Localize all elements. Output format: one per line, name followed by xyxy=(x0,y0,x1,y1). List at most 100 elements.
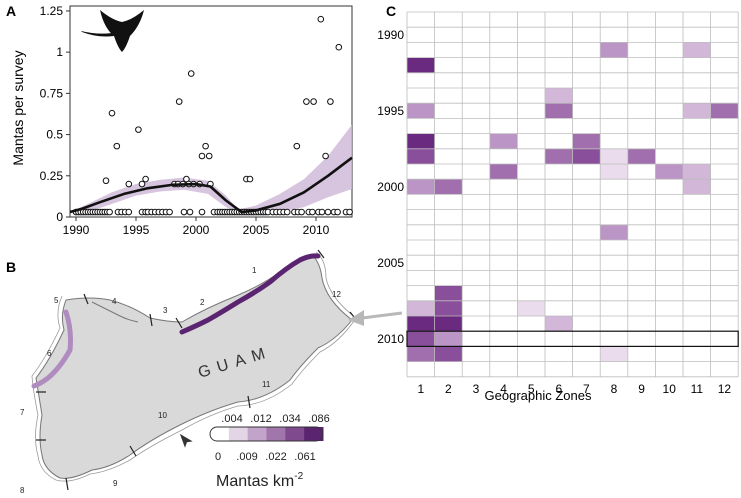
data-point xyxy=(283,208,291,216)
heatmap-cell xyxy=(545,103,573,119)
heatmap-cell xyxy=(407,179,435,195)
zone-label: 3 xyxy=(163,306,168,315)
panel-b-label: B xyxy=(6,259,16,275)
legend-swatch xyxy=(228,427,249,441)
heatmap-cell xyxy=(683,179,711,195)
x-tick-label: 2005 xyxy=(243,223,270,237)
legend-bottom-label: .061 xyxy=(294,451,315,463)
data-point xyxy=(186,208,194,216)
legend-outline xyxy=(209,426,324,442)
legend-title: Mantas km-2 xyxy=(216,471,304,490)
data-point xyxy=(346,208,353,216)
zone-label: 12 xyxy=(718,382,732,396)
legend-bottom-label: .022 xyxy=(265,451,286,463)
data-point xyxy=(135,126,142,133)
zone-label: 2 xyxy=(445,382,452,396)
highlight-row xyxy=(406,330,739,348)
heatmap-cell xyxy=(407,331,435,347)
heatmap-cell xyxy=(600,42,628,58)
zone-label: 5 xyxy=(54,296,59,305)
data-point xyxy=(180,208,188,216)
x-tick-label: 1990 xyxy=(63,223,90,237)
zone-label: 7 xyxy=(583,382,590,396)
heatmap-cell xyxy=(489,164,518,180)
panel-a-ylabel: Mantas per survey xyxy=(10,50,26,165)
zone-label: 8 xyxy=(20,486,25,495)
data-point xyxy=(125,208,133,216)
data-point xyxy=(106,208,113,216)
data-point xyxy=(322,152,329,160)
pointer-arrow xyxy=(348,310,403,326)
zone-label: 11 xyxy=(262,380,271,389)
heatmap-cell xyxy=(407,300,435,316)
heatmap-grid xyxy=(406,11,739,378)
heatmap-cell xyxy=(407,316,435,332)
data-point xyxy=(293,142,301,150)
data-point xyxy=(327,98,334,105)
trend-line xyxy=(69,156,353,214)
data-point xyxy=(309,208,316,216)
panel-b: B 1 2 3 4 5 6 xyxy=(6,249,403,495)
x-tick-label: 2010 xyxy=(303,223,330,237)
data-point xyxy=(202,142,209,150)
zone-label: 10 xyxy=(663,382,677,396)
y-tick-label: 0.75 xyxy=(40,86,64,100)
zone-label: 11 xyxy=(691,382,704,396)
density-legend: .004 .012 .034 .086 0 .009 .022 .061 Man… xyxy=(209,413,330,490)
zone-labels: 1 2 3 4 5 6 7 8 9 10 11 12 xyxy=(20,266,341,495)
zone-label: 4 xyxy=(112,297,117,306)
heatmap-cell xyxy=(434,300,463,316)
heatmap-cell xyxy=(600,224,628,240)
heatmap-cell xyxy=(600,148,628,164)
data-point xyxy=(138,180,146,188)
guam-island xyxy=(35,254,353,479)
zone-label: 9 xyxy=(638,382,645,396)
data-point xyxy=(334,208,341,216)
heatmap-cell xyxy=(489,133,518,149)
heatmap-cell xyxy=(407,148,435,164)
zone-label: 10 xyxy=(158,411,167,420)
legend-color-bar xyxy=(210,427,324,441)
data-point xyxy=(318,208,326,216)
legend-top-label: .004 xyxy=(221,413,242,425)
data-point xyxy=(125,180,133,188)
trend-curve xyxy=(69,156,353,214)
heatmap-year-labels: 1990 1995 2000 2005 2010 xyxy=(377,28,404,346)
heatmap-cell xyxy=(407,133,435,149)
x-axis-ticks: 1990 1995 2000 2005 2010 xyxy=(63,217,330,237)
heatmap-cell xyxy=(434,285,463,301)
data-point xyxy=(198,208,206,216)
heatmap-cell xyxy=(683,42,711,58)
panel-a: A Mantas per survey 0 0.25 0.5 0.75 1 1.25 19… xyxy=(6,3,353,237)
heatmap-cell xyxy=(627,148,656,164)
data-point xyxy=(317,15,325,23)
x-tick-label: 1995 xyxy=(123,223,150,237)
y-axis-ticks: 0 0.25 0.5 0.75 1 1.25 xyxy=(40,4,70,224)
heatmap-cell xyxy=(545,316,573,332)
data-point xyxy=(246,175,254,183)
legend-top-label: .034 xyxy=(279,413,300,425)
confidence-band-area xyxy=(70,124,352,214)
north-arrow-icon xyxy=(179,433,193,448)
y-tick-label: 1 xyxy=(56,45,63,59)
data-point xyxy=(335,43,343,51)
heatmap-cell xyxy=(572,133,601,149)
data-point xyxy=(187,70,195,77)
data-point xyxy=(310,98,317,105)
legend-bottom-label: .009 xyxy=(236,451,257,463)
manta-ray-icon xyxy=(81,10,144,52)
heatmap-cell xyxy=(407,103,435,119)
legend-top-label: .012 xyxy=(250,413,271,425)
legend-top-label: .086 xyxy=(308,413,329,425)
heatmap-zone-labels: 1 2 3 4 5 6 7 8 9 10 11 12 xyxy=(417,382,731,396)
harbour-outline xyxy=(91,301,139,323)
legend-swatch xyxy=(210,427,230,441)
zone-label: 4 xyxy=(500,382,507,396)
heatmap-cell xyxy=(600,346,628,362)
x-tick-label: 2000 xyxy=(183,223,210,237)
heatmap-cell xyxy=(545,88,573,104)
heatmap-cell xyxy=(434,179,463,195)
y-tick-label: 1.25 xyxy=(40,4,64,18)
legend-swatch xyxy=(285,427,305,441)
